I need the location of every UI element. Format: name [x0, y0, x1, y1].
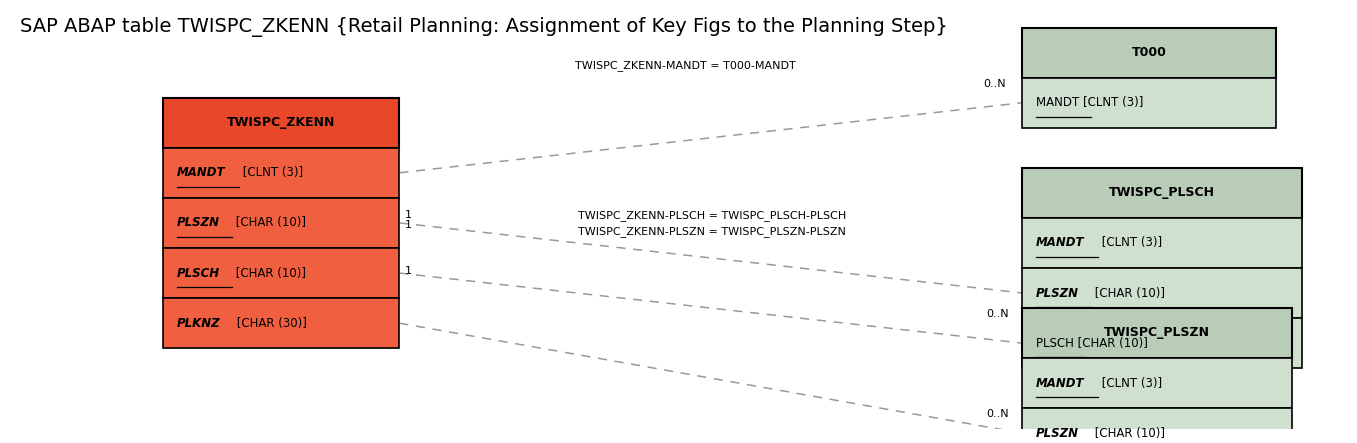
- Text: TWISPC_PLSCH: TWISPC_PLSCH: [1109, 186, 1215, 199]
- Text: [CLNT (3)]: [CLNT (3)]: [1098, 377, 1162, 389]
- Text: MANDT: MANDT: [176, 166, 225, 179]
- FancyBboxPatch shape: [1022, 78, 1276, 128]
- Text: [CHAR (10)]: [CHAR (10)]: [232, 267, 307, 280]
- Text: 1: 1: [404, 266, 411, 276]
- FancyBboxPatch shape: [163, 298, 399, 348]
- Text: [CHAR (10)]: [CHAR (10)]: [1091, 287, 1166, 299]
- FancyBboxPatch shape: [1022, 308, 1292, 358]
- FancyBboxPatch shape: [1022, 218, 1301, 268]
- Text: MANDT: MANDT: [1035, 377, 1084, 389]
- FancyBboxPatch shape: [1022, 168, 1301, 218]
- Text: SAP ABAP table TWISPC_ZKENN {Retail Planning: Assignment of Key Figs to the Plan: SAP ABAP table TWISPC_ZKENN {Retail Plan…: [20, 17, 949, 37]
- FancyBboxPatch shape: [1022, 358, 1292, 408]
- FancyBboxPatch shape: [163, 248, 399, 298]
- FancyBboxPatch shape: [1022, 27, 1276, 78]
- Text: PLSCH: PLSCH: [176, 267, 220, 280]
- Text: TWISPC_PLSZN: TWISPC_PLSZN: [1105, 326, 1210, 339]
- Text: MANDT [CLNT (3)]: MANDT [CLNT (3)]: [1035, 96, 1143, 109]
- Text: 1: 1: [404, 210, 411, 220]
- Text: T000: T000: [1132, 46, 1167, 59]
- Text: TWISPC_ZKENN-PLSCH = TWISPC_PLSCH-PLSCH: TWISPC_ZKENN-PLSCH = TWISPC_PLSCH-PLSCH: [578, 210, 847, 221]
- Text: [CHAR (30)]: [CHAR (30)]: [233, 317, 307, 330]
- FancyBboxPatch shape: [1022, 408, 1292, 443]
- Text: PLSCH [CHAR (10)]: PLSCH [CHAR (10)]: [1035, 337, 1148, 350]
- FancyBboxPatch shape: [163, 198, 399, 248]
- Text: 0..N: 0..N: [984, 78, 1007, 89]
- Text: [CHAR (10)]: [CHAR (10)]: [1091, 427, 1166, 439]
- Text: [CLNT (3)]: [CLNT (3)]: [1098, 237, 1162, 249]
- Text: [CLNT (3)]: [CLNT (3)]: [239, 166, 303, 179]
- Text: [CHAR (10)]: [CHAR (10)]: [232, 217, 305, 229]
- Text: TWISPC_ZKENN: TWISPC_ZKENN: [227, 116, 335, 129]
- Text: 0..N: 0..N: [987, 409, 1008, 419]
- FancyBboxPatch shape: [163, 97, 399, 148]
- Text: PLKNZ: PLKNZ: [176, 317, 220, 330]
- Text: PLSZN: PLSZN: [1035, 287, 1079, 299]
- Text: 0..N: 0..N: [987, 309, 1008, 319]
- Text: MANDT: MANDT: [1035, 237, 1084, 249]
- Text: TWISPC_ZKENN-PLSZN = TWISPC_PLSZN-PLSZN: TWISPC_ZKENN-PLSZN = TWISPC_PLSZN-PLSZN: [578, 226, 847, 237]
- Text: TWISPC_ZKENN-MANDT = T000-MANDT: TWISPC_ZKENN-MANDT = T000-MANDT: [575, 60, 795, 71]
- Text: PLSZN: PLSZN: [176, 217, 220, 229]
- Text: 1: 1: [404, 220, 411, 230]
- Text: PLSZN: PLSZN: [1035, 427, 1079, 439]
- FancyBboxPatch shape: [1022, 318, 1301, 368]
- FancyBboxPatch shape: [163, 148, 399, 198]
- FancyBboxPatch shape: [1022, 268, 1301, 318]
